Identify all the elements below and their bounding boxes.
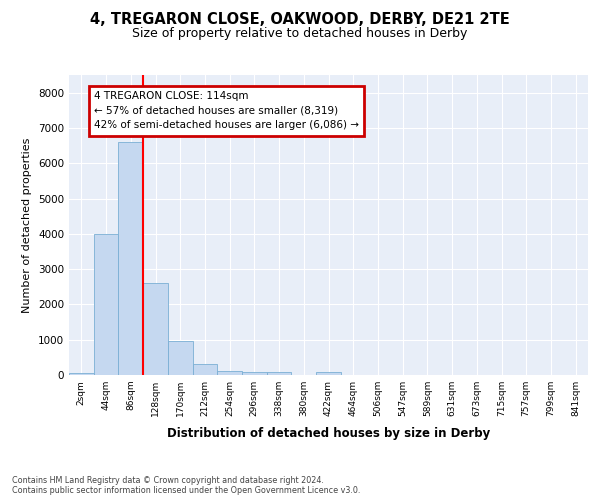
Text: Distribution of detached houses by size in Derby: Distribution of detached houses by size … (167, 428, 490, 440)
Bar (118, 142, 143, 375)
Bar (94, 234, 118, 375)
Text: Size of property relative to detached houses in Derby: Size of property relative to detached ho… (133, 28, 467, 40)
Bar (316, 372, 341, 375)
Text: 4 TREGARON CLOSE: 114sqm
← 57% of detached houses are smaller (8,319)
42% of sem: 4 TREGARON CLOSE: 114sqm ← 57% of detach… (94, 91, 359, 130)
Bar (267, 372, 292, 375)
Y-axis label: Number of detached properties: Number of detached properties (22, 138, 32, 312)
Text: Contains HM Land Registry data © Crown copyright and database right 2024.
Contai: Contains HM Land Registry data © Crown c… (12, 476, 361, 495)
Bar (143, 283, 168, 375)
Bar (168, 341, 193, 375)
Text: 4, TREGARON CLOSE, OAKWOOD, DERBY, DE21 2TE: 4, TREGARON CLOSE, OAKWOOD, DERBY, DE21 … (90, 12, 510, 28)
Bar (242, 372, 267, 375)
Bar (217, 371, 242, 375)
Bar (69, 372, 94, 375)
Bar (193, 364, 217, 375)
